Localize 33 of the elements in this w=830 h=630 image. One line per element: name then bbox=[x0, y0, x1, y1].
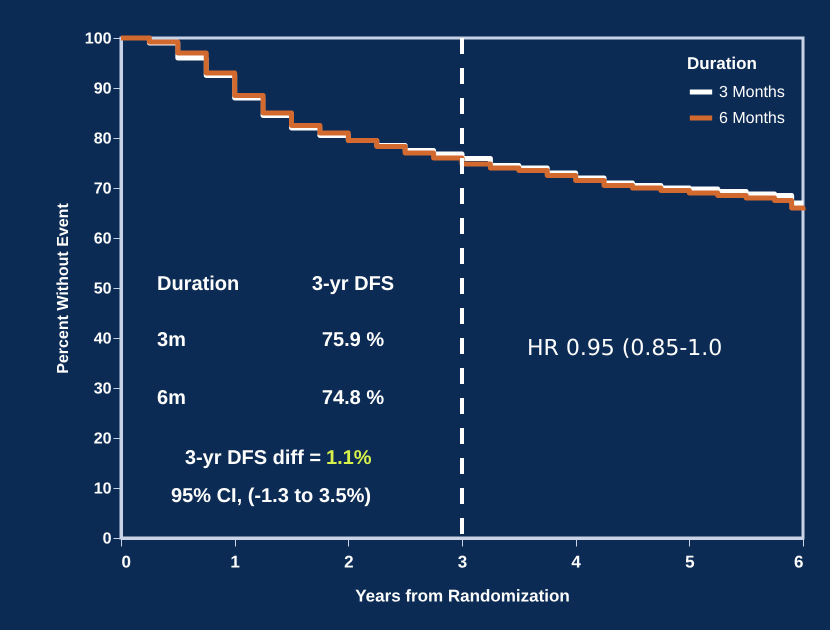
annotation: HR 0.95 (0.85-1.0 bbox=[527, 336, 722, 361]
annotation: Duration bbox=[157, 273, 240, 295]
annotation: 95% CI, (-1.3 to 3.5%) bbox=[171, 485, 372, 507]
y-axis-title: Percent Without Event bbox=[54, 202, 72, 374]
annotation: 3-yr DFS bbox=[312, 273, 394, 295]
x-tick-label: 0 bbox=[122, 552, 131, 572]
legend-label: 6 Months bbox=[719, 110, 785, 127]
y-tick-label: 100 bbox=[84, 30, 112, 48]
x-tick-label: 5 bbox=[685, 552, 695, 572]
annotation: 6m bbox=[157, 387, 186, 409]
annotation: 74.8 % bbox=[322, 387, 384, 409]
legend-title: Duration bbox=[687, 54, 757, 73]
legend-label: 3 Months bbox=[719, 84, 785, 101]
annotation: 3m bbox=[157, 329, 186, 351]
y-tick-label: 60 bbox=[94, 230, 112, 248]
y-tick-label: 30 bbox=[94, 380, 112, 398]
y-tick-label: 0 bbox=[102, 530, 112, 548]
y-tick-label: 90 bbox=[94, 80, 112, 98]
y-tick-label: 10 bbox=[94, 480, 112, 498]
y-tick-label: 20 bbox=[94, 430, 112, 448]
y-tick-label: 40 bbox=[94, 330, 112, 348]
x-tick-label: 2 bbox=[344, 552, 354, 572]
annotation: 75.9 % bbox=[322, 329, 384, 351]
x-axis-title: Years from Randomization bbox=[355, 586, 570, 606]
annotation: 1.1% bbox=[326, 447, 372, 469]
y-tick-label: 80 bbox=[94, 130, 112, 148]
x-tick-label: 4 bbox=[571, 552, 582, 572]
y-tick-label: 50 bbox=[94, 280, 112, 298]
x-tick-label: 6 bbox=[794, 552, 804, 572]
x-tick-label: 1 bbox=[230, 552, 240, 572]
y-tick-label: 70 bbox=[94, 180, 112, 198]
x-tick-label: 3 bbox=[458, 552, 468, 572]
annotation: 3-yr DFS diff = bbox=[184, 447, 321, 469]
